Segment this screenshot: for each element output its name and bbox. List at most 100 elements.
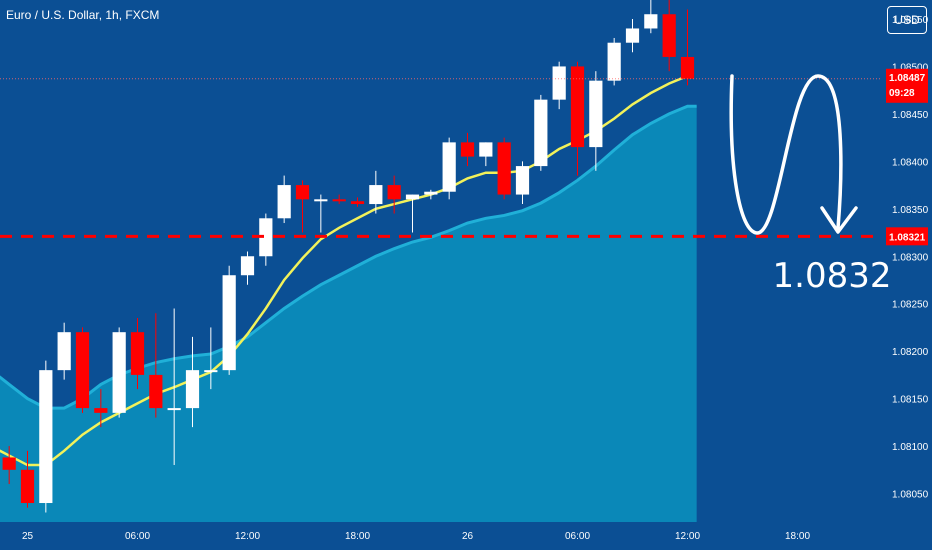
time-tick-label: 06:00	[565, 531, 590, 542]
target-price-label: 1.0832	[773, 256, 892, 296]
current-price-tag-bg	[886, 68, 928, 103]
candle[interactable]	[222, 265, 236, 375]
candle[interactable]	[369, 170, 383, 214]
candle[interactable]	[149, 313, 163, 418]
price-tick-label: 1.08450	[892, 110, 929, 121]
candle-body	[680, 56, 695, 79]
currency-button[interactable]: USD	[887, 6, 927, 34]
candle[interactable]	[240, 251, 255, 285]
price-tick-label: 1.08500	[892, 62, 929, 73]
current-price-tag-value: 1.08487	[889, 73, 926, 84]
candle-body	[314, 199, 328, 202]
candle-body	[204, 370, 218, 373]
candle[interactable]	[460, 132, 475, 167]
candle[interactable]	[644, 0, 658, 34]
candle-body	[625, 28, 640, 43]
candle[interactable]	[39, 360, 53, 513]
price-tick-label: 1.08100	[892, 442, 929, 453]
time-tick-label: 12:00	[675, 531, 700, 542]
candle[interactable]	[167, 308, 181, 466]
candle[interactable]	[277, 175, 291, 224]
price-axis: 1.08550 1.08500 1.08450 1.08400 1.08350 1.083…	[892, 15, 929, 501]
candle-body	[112, 332, 126, 413]
candle[interactable]	[295, 180, 310, 233]
area-line	[0, 104, 697, 410]
candle-body	[2, 457, 16, 470]
candle[interactable]	[424, 189, 438, 200]
candle[interactable]	[94, 389, 108, 428]
candle[interactable]	[75, 327, 90, 413]
candle-body	[20, 469, 35, 504]
candle-body	[607, 42, 621, 81]
candle-body	[589, 80, 603, 148]
candle[interactable]	[680, 9, 695, 86]
candle-body	[662, 14, 676, 57]
target-price-tag: 1.08321	[886, 227, 928, 246]
candle[interactable]	[552, 61, 566, 110]
price-tick-label: 1.08400	[892, 157, 929, 168]
price-tick-label: 1.08200	[892, 347, 929, 358]
candle-body	[534, 99, 548, 167]
candle-body	[552, 66, 566, 100]
candle-body	[39, 370, 53, 504]
price-tick-label: 1.08150	[892, 395, 929, 406]
candle[interactable]	[259, 213, 273, 266]
price-tags-layer: 1.08487 09:28 1.08321	[886, 68, 928, 246]
candle-body	[405, 194, 420, 200]
candle-body	[167, 408, 181, 411]
candle-body	[295, 185, 310, 200]
candle[interactable]	[314, 194, 328, 233]
candle[interactable]	[497, 137, 511, 200]
candle[interactable]	[442, 137, 456, 200]
candle-body	[644, 14, 658, 29]
price-tick-label: 1.08300	[892, 252, 929, 263]
price-tick-label: 1.08250	[892, 300, 929, 311]
candle-body	[94, 408, 108, 413]
candle-body	[277, 185, 291, 219]
candle[interactable]	[2, 446, 16, 485]
candle[interactable]	[204, 327, 218, 390]
current-price-tag: 1.08487 09:28	[886, 68, 928, 103]
time-tick-label: 18:00	[785, 531, 810, 542]
candle-body	[350, 201, 365, 205]
time-tick-label: 12:00	[235, 531, 260, 542]
target-price-tag-bg	[886, 227, 928, 246]
candle[interactable]	[625, 18, 640, 53]
candle[interactable]	[607, 37, 621, 86]
candle[interactable]	[20, 450, 35, 508]
candle-body	[185, 370, 200, 409]
candle[interactable]	[534, 94, 548, 171]
candle-body	[369, 185, 383, 205]
candles-layer	[2, 0, 695, 513]
candle[interactable]	[662, 0, 676, 72]
time-tick-label: 06:00	[125, 531, 150, 542]
arrow-head-icon	[820, 206, 858, 234]
candle[interactable]	[350, 197, 365, 207]
candle[interactable]	[112, 327, 126, 418]
candle-body	[240, 256, 255, 276]
candle[interactable]	[130, 317, 145, 390]
candle[interactable]	[185, 336, 200, 428]
target-price-tag-value: 1.08321	[889, 232, 926, 243]
candle[interactable]	[405, 194, 420, 233]
candle[interactable]	[332, 194, 346, 205]
candle[interactable]	[589, 71, 603, 171]
candle[interactable]	[479, 142, 493, 167]
candle[interactable]	[515, 161, 530, 205]
forecast-arrow-layer: 1.0832	[729, 74, 892, 296]
time-tick-label: 26	[462, 531, 474, 542]
candle[interactable]	[387, 175, 401, 214]
price-tick-label: 1.08350	[892, 205, 929, 216]
candle-body	[497, 142, 511, 195]
candle-body	[424, 191, 438, 195]
time-tick-label: 18:00	[345, 531, 370, 542]
candle[interactable]	[570, 61, 585, 176]
candle-body	[130, 332, 145, 375]
candle-body	[149, 374, 163, 409]
candle-body	[515, 166, 530, 195]
countdown-label: 09:28	[889, 88, 915, 99]
candle[interactable]	[57, 322, 71, 380]
price-tick-label: 1.08550	[892, 15, 929, 26]
